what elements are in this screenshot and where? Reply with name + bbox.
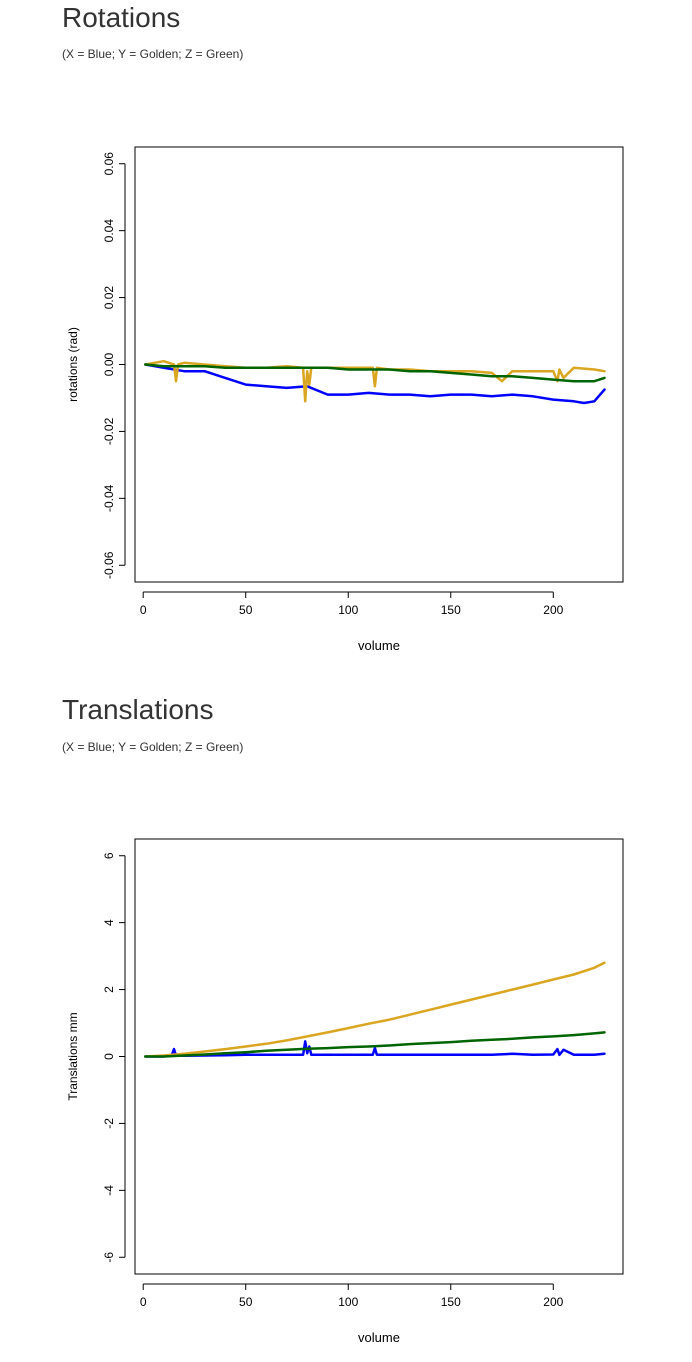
x-tick-label: 0 [140, 603, 147, 617]
y-tick-label: 0.00 [102, 352, 116, 376]
y-axis-label: Translations mm [66, 1012, 80, 1100]
plot-frame [134, 146, 624, 583]
series-line-1 [144, 359, 606, 403]
x-tick-label: 100 [338, 1295, 358, 1309]
plot-frame [134, 838, 624, 1275]
rotations-subtitle: (X = Blue; Y = Golden; Z = Green) [62, 47, 244, 61]
series-line-2 [144, 363, 606, 383]
y-tick-label: 0.02 [102, 286, 116, 310]
y-tick-label: -0.04 [102, 484, 116, 512]
x-tick-label: 200 [543, 603, 563, 617]
translations-title: Translations [62, 694, 214, 725]
y-tick-label: 0 [102, 1053, 116, 1060]
x-tick-label: 150 [441, 603, 461, 617]
series-line-0 [144, 363, 606, 405]
x-tick-label: 100 [338, 603, 358, 617]
y-tick-label: 0.06 [102, 152, 116, 176]
y-tick-label: 0.04 [102, 219, 116, 243]
translations-subtitle: (X = Blue; Y = Golden; Z = Green) [62, 740, 244, 754]
x-tick-label: 50 [239, 1295, 253, 1309]
translations-chart: 0 50 100 150 200 -6 -4 -2 0 2 4 6 volume Translations… [66, 838, 624, 1345]
y-tick-label: -0.02 [102, 417, 116, 445]
series-line-1 [144, 961, 606, 1058]
y-tick-label: 2 [102, 986, 116, 993]
x-tick-label: 200 [543, 1295, 563, 1309]
y-tick-label: 4 [102, 919, 116, 926]
x-axis-label: volume [358, 638, 400, 653]
x-tick-label: 0 [140, 1295, 147, 1309]
y-tick-label: -2 [102, 1118, 116, 1129]
y-tick-label: -4 [102, 1185, 116, 1196]
y-axis-label: rotations (rad) [66, 327, 80, 402]
rotations-title: Rotations [62, 2, 181, 33]
x-tick-label: 50 [239, 603, 253, 617]
x-axis-label: volume [358, 1330, 400, 1345]
series-line-2 [144, 1031, 606, 1058]
rotations-chart: 0 50 100 150 200 -0.06 -0.04 -0.02 0.00 0.02 0.04 0… [66, 146, 624, 653]
x-tick-label: 150 [441, 1295, 461, 1309]
y-tick-label: -0.06 [102, 551, 116, 579]
y-tick-label: 6 [102, 852, 116, 859]
y-tick-label: -6 [102, 1252, 116, 1263]
